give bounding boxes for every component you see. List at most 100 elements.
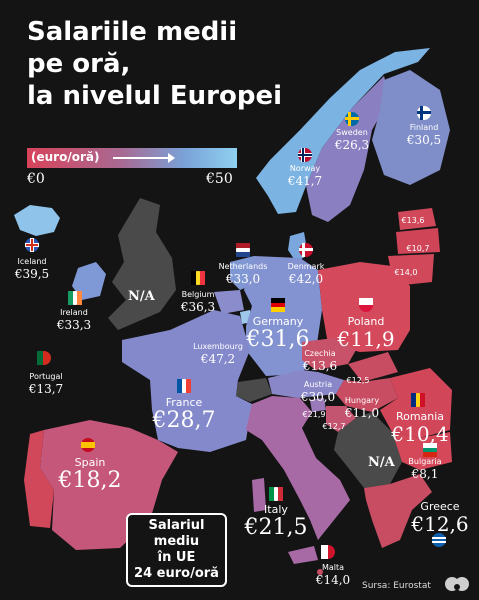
label-italy: Italy €21,5: [245, 503, 308, 540]
region-ireland: [72, 262, 106, 300]
country-name: Ireland: [60, 308, 88, 317]
region-malta: [317, 569, 323, 575]
eu-box-line-1: Salariul: [148, 518, 205, 533]
title-line-2: pe oră,: [27, 49, 131, 79]
label-estonia: €13,6: [402, 216, 425, 226]
label-latvia: €10,7: [407, 244, 430, 254]
country-value: €10,4: [391, 422, 449, 446]
region-switzerland: [236, 378, 272, 402]
country-name: Iceland: [17, 257, 47, 266]
region-iceland: [14, 205, 60, 236]
label-austria: Austria €30,0: [301, 380, 335, 404]
label-spain: Spain €18,2: [59, 456, 122, 493]
country-name: Luxembourg: [193, 342, 243, 351]
country-name: Poland: [347, 315, 385, 328]
region-belgium: [214, 290, 244, 314]
label-belgium: Belgium €36,3: [181, 290, 215, 314]
eu-box-line-2: mediu: [153, 534, 200, 549]
country-value: €12,6: [411, 512, 469, 536]
label-sweden: Sweden €26,3: [335, 128, 369, 152]
country-value: €21,9: [302, 410, 326, 419]
region-portugal: [24, 430, 54, 528]
country-value: €42,0: [288, 272, 324, 286]
label-denmark: Denmark €42,0: [288, 262, 325, 286]
country-value: €10,7: [406, 244, 430, 253]
label-iceland: Iceland €39,5: [15, 257, 49, 281]
country-value: €11,0: [344, 406, 380, 420]
source-credit: Sursa: Eurostat: [362, 581, 431, 591]
region-sardinia: [252, 478, 266, 512]
publisher-logo-icon: [445, 577, 469, 591]
label-romania: Romania €10,4: [391, 410, 448, 445]
country-value: €30,0: [300, 390, 336, 404]
country-name: Portugal: [29, 372, 63, 381]
country-value: €26,3: [334, 138, 370, 152]
country-name: Spain: [74, 456, 106, 469]
label-bulgaria: Bulgaria €8,1: [408, 457, 441, 481]
country-value: €13,6: [302, 359, 338, 373]
legend-min: €0: [27, 171, 45, 187]
label-greece: Greece €12,6: [411, 500, 468, 535]
country-value: €33,0: [225, 272, 261, 286]
flag-icons: [25, 106, 446, 559]
country-value: €28,7: [152, 408, 216, 433]
eu-box-line-4: 24 euro/oră: [134, 566, 219, 581]
country-value: €11,9: [337, 327, 395, 351]
country-value: €14,0: [315, 573, 351, 587]
label-portugal: Portugal €13,7: [29, 372, 63, 396]
country-name: Finland: [409, 123, 439, 132]
region-croatia: [326, 406, 356, 432]
label-norway: Norway €41,7: [288, 164, 322, 188]
country-name: Greece: [420, 500, 460, 513]
country-value: €47,2: [200, 352, 236, 366]
label-luxembourg: Luxembourg €47,2: [193, 342, 243, 366]
label-netherlands: Netherlands €33,0: [219, 262, 268, 286]
map-title: Salariile medii pe oră, la nivelul Europ…: [27, 16, 282, 112]
country-value: €13,7: [28, 382, 64, 396]
country-value: €12,7: [322, 422, 346, 431]
legend-unit: (euro/oră): [31, 150, 100, 164]
region-sicily: [288, 546, 318, 564]
label-poland: Poland €11,9: [337, 315, 394, 350]
color-legend: (euro/oră): [27, 148, 237, 168]
country-name: Norway: [289, 164, 321, 173]
country-name: Austria: [303, 380, 333, 389]
label-czechia: Czechia €13,6: [303, 349, 337, 373]
region-bulgaria: [392, 432, 452, 470]
region-finland: [372, 70, 450, 185]
label-france: France €28,7: [153, 396, 216, 433]
country-name: France: [165, 396, 203, 409]
country-name: Czechia: [304, 349, 336, 358]
country-value: €36,3: [180, 300, 216, 314]
country-name: Italy: [264, 503, 288, 516]
region-norway: [256, 48, 430, 214]
region-hungary: [336, 378, 398, 412]
country-value: €13,6: [401, 216, 425, 225]
country-name: Netherlands: [218, 262, 268, 271]
label-croatia: €12,7: [323, 422, 346, 432]
legend-max: €50: [206, 171, 233, 187]
label-finland: Finland €30,5: [407, 123, 441, 147]
title-line-3: la nivelul Europei: [27, 81, 283, 111]
label-balkans-na: N/A: [368, 455, 395, 470]
country-name: Sweden: [336, 128, 368, 137]
label-lithuania: €14,0: [395, 268, 418, 278]
label-uk-na: N/A: [128, 289, 155, 304]
region-balkans: [334, 412, 402, 488]
country-value: €30,5: [406, 133, 442, 147]
country-name: Denmark: [287, 262, 325, 271]
country-name: Germany: [252, 315, 304, 328]
country-value: €18,2: [58, 468, 122, 493]
region-uk: [108, 198, 176, 330]
country-value: €31,6: [246, 327, 310, 352]
region-austria: [268, 370, 344, 398]
region-slovakia: [348, 352, 398, 382]
region-latvia: [396, 228, 440, 254]
country-value: €33,3: [56, 318, 92, 332]
region-sweden: [306, 76, 390, 222]
region-greece: [364, 474, 432, 548]
flag-greece-icon: [432, 533, 446, 547]
label-ireland: Ireland €33,3: [57, 308, 91, 332]
title-line-1: Salariile medii: [27, 17, 238, 47]
